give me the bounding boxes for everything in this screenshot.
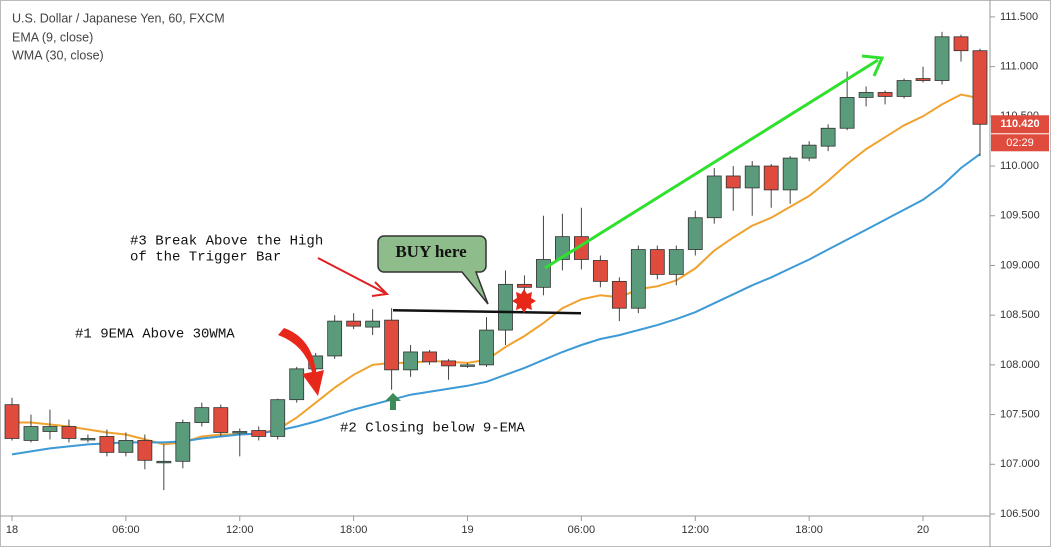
candle-body — [232, 431, 248, 434]
candle-body — [4, 404, 20, 439]
candle-body — [763, 165, 779, 191]
candle-body — [934, 36, 950, 81]
candle-body — [896, 80, 912, 97]
y-tick-label: 108.500 — [1000, 309, 1040, 321]
candle-body — [744, 165, 760, 189]
x-tick-label: 06:00 — [112, 524, 140, 536]
y-tick-label: 111.000 — [1000, 61, 1038, 73]
pointer-arrow-head — [371, 281, 390, 297]
candle-body — [687, 217, 703, 250]
x-tick-label: 20 — [917, 524, 929, 536]
candle-body — [725, 175, 741, 189]
annotation: #1 9EMA Above 30WMA — [75, 327, 235, 343]
candle-body — [441, 360, 456, 367]
candle-body — [592, 260, 608, 282]
annotation: #3 Break Above the High — [130, 234, 323, 250]
candle-body — [460, 364, 475, 367]
candle-body — [953, 36, 969, 52]
candle-body — [99, 436, 115, 453]
candle-body — [972, 50, 988, 125]
countdown-label: 02:29 — [1006, 137, 1034, 149]
candle-body — [251, 430, 267, 437]
candle-body — [479, 329, 494, 366]
candle-body — [270, 399, 286, 437]
trend-arrow-head — [861, 54, 885, 77]
legend-entry: EMA (9, close) — [12, 30, 93, 44]
x-tick-label: 06:00 — [568, 524, 596, 536]
y-tick-label: 106.500 — [1000, 508, 1040, 520]
candle-body — [289, 368, 305, 401]
pointer-arrow — [317, 257, 386, 294]
curved-arrow — [278, 328, 324, 396]
candle-body — [194, 407, 210, 423]
candle-body — [80, 438, 96, 441]
callout-text: BUY here — [395, 242, 467, 261]
candle-body — [782, 157, 798, 191]
candle-body — [327, 320, 343, 357]
candle-body — [213, 407, 229, 433]
candle-body — [611, 280, 627, 309]
x-tick-label: 18:00 — [795, 524, 823, 536]
candle-body — [858, 92, 874, 98]
candle-body — [517, 283, 532, 288]
y-tick-label: 110.000 — [1000, 160, 1039, 172]
candle-body — [801, 144, 817, 159]
candle-body — [61, 426, 77, 439]
candle-body — [630, 249, 646, 309]
x-tick-label: 12:00 — [682, 524, 710, 536]
indicator-line — [11, 153, 981, 456]
x-tick-label: 12:00 — [226, 524, 254, 536]
candle-body — [156, 460, 172, 464]
candle-body — [42, 426, 58, 432]
y-tick-label: 109.500 — [1000, 210, 1040, 222]
annotation: of the Trigger Bar — [130, 250, 281, 266]
candle-body — [915, 78, 931, 81]
candle-body — [118, 440, 134, 453]
last-price-tag — [991, 115, 1049, 134]
candle-body — [175, 422, 191, 462]
candle-body — [498, 283, 513, 331]
candle-body — [536, 259, 551, 288]
trigger-high-line — [392, 308, 582, 315]
countdown-tag — [991, 134, 1049, 152]
trend-arrow — [544, 58, 879, 270]
y-tick-label: 109.000 — [1000, 259, 1040, 271]
candle-body — [706, 175, 722, 219]
candle-body — [137, 440, 153, 461]
candle-body — [649, 249, 665, 275]
x-tick-label: 18 — [6, 524, 18, 536]
x-tick-label: 18:00 — [340, 524, 368, 536]
legend-entry: WMA (30, close) — [12, 48, 104, 62]
callout-box — [377, 235, 489, 305]
y-tick-label: 108.000 — [1000, 359, 1040, 371]
candle-body — [820, 127, 836, 147]
candle-body — [839, 97, 855, 129]
candle-body — [365, 320, 381, 328]
chart-title: U.S. Dollar / Japanese Yen, 60, FXCM — [12, 11, 225, 25]
candle-body — [23, 426, 39, 441]
annotation: #2 Closing below 9-EMA — [340, 421, 525, 437]
up-arrow — [385, 393, 401, 410]
candle-body — [877, 92, 893, 97]
indicator-line — [12, 93, 981, 446]
y-tick-label: 107.500 — [1000, 408, 1040, 420]
candle-body — [668, 249, 684, 275]
candle-body — [384, 319, 400, 371]
y-tick-label: 107.000 — [1000, 458, 1040, 470]
y-tick-label: 111.500 — [1000, 11, 1038, 23]
candle-body — [403, 351, 418, 371]
candle-body — [346, 320, 362, 327]
last-price-label: 110.420 — [1000, 118, 1039, 130]
x-tick-label: 19 — [461, 524, 473, 536]
candle-body — [422, 351, 437, 363]
entry-burst — [512, 289, 536, 313]
